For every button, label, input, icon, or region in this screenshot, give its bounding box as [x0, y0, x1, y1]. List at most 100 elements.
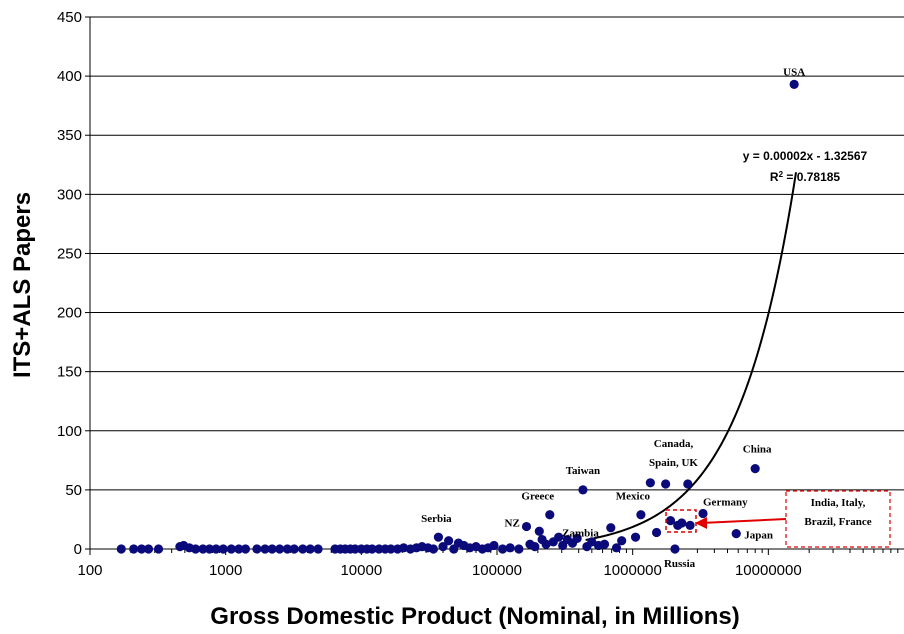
data-point-86: [677, 518, 687, 528]
x-tick-label-10000000: 10000000: [735, 562, 802, 579]
data-point-81: [651, 527, 662, 538]
callout-arrowhead: [695, 517, 707, 529]
data-point-12: [218, 544, 228, 554]
data-point-3: [143, 544, 154, 554]
data-point-35: [386, 544, 396, 554]
data-point-87: [683, 479, 693, 489]
annotation-mexico: Mexico: [616, 491, 651, 503]
data-point-90: [731, 529, 741, 539]
x-tick-label-1000000: 1000000: [603, 562, 661, 579]
data-point-59: [530, 542, 540, 552]
data-point-78: [630, 532, 641, 542]
annotation-nz: NZ: [505, 518, 520, 530]
r-squared-label: R2 = 0.78185: [770, 170, 841, 185]
data-point-70: [578, 485, 588, 495]
data-point-42: [428, 544, 439, 554]
annotation-russia: Russia: [664, 558, 696, 570]
x-tick-label-100: 100: [77, 562, 102, 579]
y-tick-label-50: 50: [65, 482, 82, 499]
y-tick-label-450: 450: [57, 9, 82, 26]
data-point-80: [645, 478, 655, 488]
data-point-15: [240, 544, 251, 554]
x-tick-label-10000: 10000: [340, 562, 382, 579]
callout-group: India, Italy, Brazil, France: [665, 490, 891, 548]
data-point-0: [116, 544, 126, 554]
y-tick-label-250: 250: [57, 245, 82, 262]
grid-lines: [85, 16, 904, 550]
data-point-84: [670, 544, 680, 554]
data-point-76: [611, 543, 622, 553]
data-point-1: [129, 544, 139, 554]
y-tick-labels: 0 50 100 150 200 250 300 350 400 450: [57, 9, 82, 558]
x-axis-title: Gross Domestic Product (Nominal, in Mill…: [210, 603, 739, 630]
data-point-43: [433, 532, 444, 542]
data-point-9: [198, 544, 208, 554]
trendline-equation-text: y = 0.00002x - 1.32567: [743, 149, 868, 163]
data-point-55: [505, 543, 515, 553]
annotation-taiwan: Taiwan: [566, 465, 600, 477]
x-tick-label-1000: 1000: [209, 562, 242, 579]
data-point-37: [399, 543, 409, 553]
y-tick-label-150: 150: [57, 364, 82, 381]
data-point-19: [275, 544, 285, 554]
data-point-20: [282, 544, 292, 554]
data-point-44: [438, 542, 448, 552]
annotation-zambia: Zambia: [562, 528, 599, 540]
data-point-21: [289, 544, 299, 554]
y-tick-label-0: 0: [74, 541, 82, 558]
data-point-91: [750, 464, 760, 474]
y-tick-label-100: 100: [57, 423, 82, 440]
data-point-62: [541, 539, 551, 549]
axes: [89, 17, 904, 555]
callout-arrow-line: [700, 518, 787, 524]
data-point-79: [636, 510, 646, 520]
annotation-serbia: Serbia: [421, 513, 452, 525]
callout-line-2: Brazil, France: [804, 516, 871, 528]
r-squared-exponent: 2: [779, 170, 784, 179]
data-point-22: [298, 544, 308, 554]
annotation-canada: Canada,: [654, 438, 694, 450]
annotation-germany: Germany: [703, 497, 748, 509]
y-tick-label-350: 350: [57, 127, 82, 144]
data-point-8: [190, 544, 201, 554]
data-point-83: [665, 516, 676, 526]
y-tick-label-300: 300: [57, 186, 82, 203]
data-point-24: [313, 544, 323, 554]
data-point-82: [661, 479, 671, 489]
callout-line-1: India, Italy,: [811, 497, 866, 509]
data-point-23: [305, 544, 315, 554]
data-point-53: [489, 540, 499, 551]
annotation-usa: USA: [783, 66, 805, 78]
data-point-16: [252, 544, 262, 554]
annotation-spain-uk: Spain, UK: [649, 457, 698, 469]
data-point-13: [226, 544, 236, 554]
data-point-77: [617, 536, 627, 546]
data-point-88: [685, 520, 695, 530]
data-point-14: [234, 544, 244, 554]
data-point-56: [514, 544, 524, 554]
r-squared-value: = 0.78185: [783, 170, 840, 184]
x-tick-labels: 100 1000 10000 100000 1000000 10000000: [77, 562, 801, 579]
data-point-32: [367, 544, 377, 554]
data-point-4: [153, 544, 164, 554]
data-point-75: [606, 523, 616, 533]
point-annotations: USA China Canada, Spain, UK Taiwan Greece Mexi…: [421, 66, 805, 570]
annotation-japan: Japan: [744, 530, 773, 542]
annotation-greece: Greece: [521, 491, 554, 503]
callout-label-box: [785, 490, 891, 548]
data-point-63: [545, 510, 555, 520]
callout-target-box: [665, 509, 697, 533]
y-axis-title: ITS+ALS Papers: [9, 192, 36, 378]
data-point-11: [211, 544, 221, 554]
data-point-45: [444, 536, 454, 546]
data-point-57: [521, 521, 532, 532]
r-squared-r: R: [770, 170, 779, 184]
data-point-18: [267, 544, 277, 554]
data-point-69: [572, 533, 582, 543]
data-points: [116, 79, 799, 554]
data-point-54: [498, 544, 508, 554]
data-point-89: [698, 508, 708, 519]
data-point-2: [136, 544, 147, 554]
x-tick-label-100000: 100000: [472, 562, 522, 579]
